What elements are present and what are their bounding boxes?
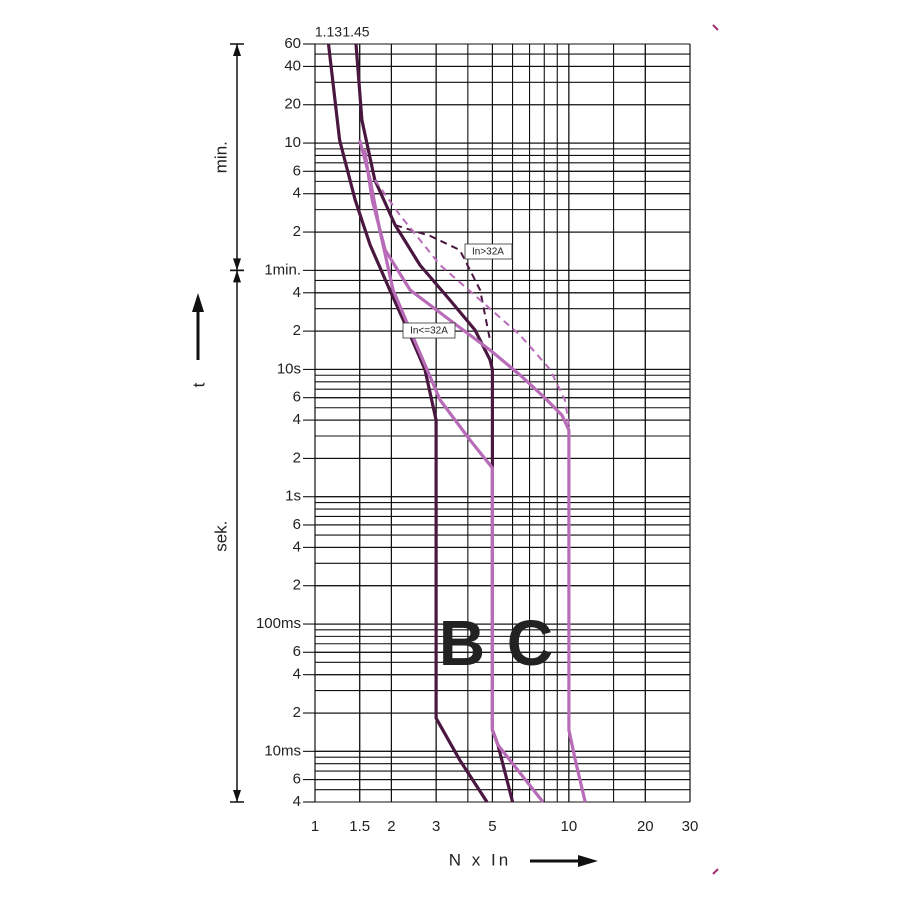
curve [373,179,570,426]
y-tick-label: 1s [285,488,301,505]
y-tick-label: 2 [293,322,301,339]
curve-label: C [507,607,553,679]
y-tick-label: 10s [277,360,301,377]
y-tick-label: 2 [293,577,301,594]
x-tick-label: 1 [311,818,319,835]
annotation-box [402,322,456,339]
y-tick-label: 4 [293,411,301,428]
y-tick-label: 4 [293,538,301,555]
y-tick-label: 2 [293,704,301,721]
annotation-box [464,243,513,260]
x-tick-label: 5 [488,818,496,835]
y-axis-label: t [189,382,208,387]
x-arrow-head [578,855,598,867]
y-tick-label: 4 [293,793,301,810]
range-arrow [233,270,241,283]
curves [326,43,587,803]
curve-label: B [439,607,485,679]
curve [354,43,515,803]
labels: 1 1.5 2 3 5 10 20 30 60 40 20 10 6 4 2 1min. 4 2 10s 6 4 2 1s 6… [211,24,698,835]
range-arrow [233,258,241,271]
grid [303,43,691,803]
x-tick-label: 1.5 [349,818,370,835]
y-tick-label: 60 [284,35,301,52]
x-tick-label: 20 [637,818,654,835]
y-tick-label: 4 [293,185,301,202]
y-arrow-head [192,293,204,312]
curve [358,139,545,803]
y-tick-label: 40 [284,57,301,74]
curve [363,149,587,803]
x-tick-label: 3 [432,818,440,835]
top-tick-label: 1.13 [315,24,342,40]
range-label: min. [211,141,230,173]
y-tick-label: 6 [293,643,301,660]
y-tick-label: 2 [293,449,301,466]
y-tick-label: 6 [293,516,301,533]
x-axis-label: N x In [449,850,511,869]
y-tick-label: 20 [284,96,301,113]
corner-marks [712,24,719,875]
y-tick-label: 6 [293,162,301,179]
y-tick-label: 4 [293,284,301,301]
x-tick-label: 2 [387,818,395,835]
y-tick-label: 6 [293,389,301,406]
curve [326,43,489,803]
x-tick-label: 10 [561,818,578,835]
y-tick-label: 100ms [256,615,301,632]
y-tick-label: 2 [293,223,301,240]
annotation: In>32A [472,247,504,258]
range-label: sek. [211,521,230,552]
range-arrow [233,44,241,56]
y-tick-label: 4 [293,666,301,683]
x-tick-label: 30 [682,818,699,835]
y-tick-label: 10ms [264,742,301,759]
curve [394,224,491,341]
y-tick-label: 6 [293,771,301,788]
annotation: In<=32A [410,326,448,337]
top-tick-label: 1.45 [342,24,369,40]
y-tick-label: 10 [284,134,301,151]
y-tick-label: 1min. [264,261,301,278]
range-arrow [233,790,241,802]
